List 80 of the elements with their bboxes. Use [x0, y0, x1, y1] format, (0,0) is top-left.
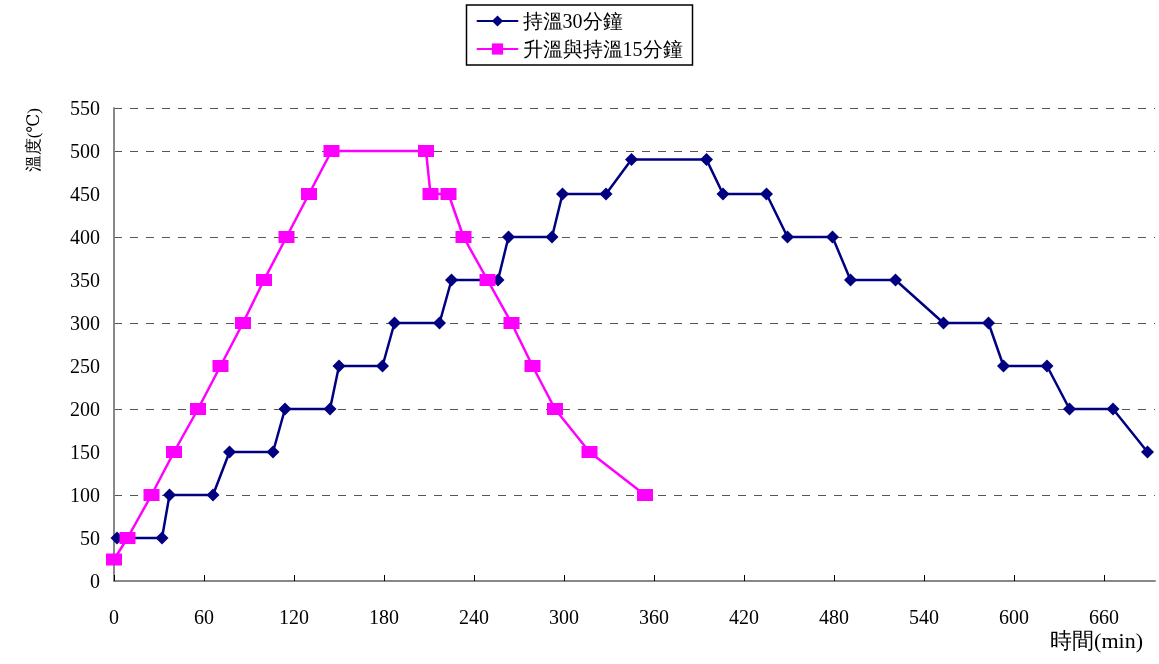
point — [376, 359, 389, 373]
point — [119, 532, 136, 544]
y-tick-label: 550 — [70, 97, 100, 119]
point — [1063, 402, 1076, 416]
point — [479, 274, 496, 286]
point — [332, 359, 346, 373]
point — [190, 403, 206, 415]
y-tick-label: 150 — [70, 441, 100, 463]
point — [422, 188, 439, 200]
point — [1141, 445, 1154, 459]
point — [278, 231, 295, 243]
point — [418, 145, 434, 157]
point — [700, 153, 713, 167]
point — [1040, 359, 1054, 373]
point — [278, 402, 292, 416]
y-axis-title: 溫度(℃) — [24, 108, 43, 173]
x-tick-label: 120 — [279, 606, 309, 628]
point — [301, 188, 317, 200]
point — [440, 188, 457, 200]
point — [166, 446, 182, 458]
point — [997, 359, 1010, 373]
point — [455, 231, 472, 243]
point — [599, 187, 613, 201]
point — [143, 489, 160, 501]
point — [323, 145, 340, 157]
point — [155, 531, 169, 545]
legend-label: 升溫與持溫15分鐘 — [522, 38, 683, 60]
point — [760, 187, 773, 201]
legend-label: 持溫30分鐘 — [522, 10, 623, 32]
point — [266, 445, 280, 459]
point — [163, 488, 176, 502]
point — [982, 316, 995, 330]
point — [223, 445, 236, 459]
x-tick-label: 540 — [909, 606, 939, 628]
x-tick-label: 240 — [459, 606, 489, 628]
y-tick-label: 50 — [80, 527, 100, 549]
point — [524, 360, 541, 372]
y-tick-label: 100 — [70, 484, 100, 506]
x-tick-label: 60 — [194, 606, 214, 628]
point — [781, 230, 794, 244]
point — [235, 317, 251, 329]
point — [716, 187, 730, 201]
point — [625, 153, 638, 167]
x-tick-label: 180 — [369, 606, 399, 628]
point — [844, 273, 857, 287]
point — [581, 446, 598, 458]
y-tick-label: 400 — [70, 226, 100, 248]
y-tick-label: 450 — [70, 183, 100, 205]
point — [433, 316, 446, 330]
x-tick-label: 360 — [639, 606, 669, 628]
x-tick-label: 420 — [729, 606, 759, 628]
y-tick-label: 200 — [70, 398, 100, 420]
point — [256, 274, 272, 286]
y-tick-label: 500 — [70, 140, 100, 162]
point — [445, 273, 458, 287]
point — [388, 316, 401, 330]
y-tick-label: 0 — [90, 570, 100, 592]
point — [545, 230, 559, 244]
x-tick-label: 300 — [549, 606, 579, 628]
point — [503, 317, 520, 329]
x-axis-title: 時間(min) — [1050, 627, 1143, 653]
point — [502, 230, 515, 244]
point — [556, 187, 569, 201]
point — [547, 403, 563, 415]
point — [826, 230, 839, 244]
point — [937, 316, 950, 330]
point — [1106, 402, 1120, 416]
x-tick-label: 0 — [109, 606, 119, 628]
y-tick-label: 350 — [70, 269, 100, 291]
point — [323, 402, 337, 416]
point — [889, 273, 902, 287]
point — [106, 553, 122, 566]
point — [637, 489, 653, 501]
x-tick-label: 480 — [819, 606, 849, 628]
y-tick-label: 250 — [70, 355, 100, 377]
x-tick-label: 660 — [1089, 606, 1119, 628]
x-tick-label: 600 — [999, 606, 1029, 628]
point — [206, 488, 220, 502]
point — [212, 360, 229, 372]
y-tick-label: 300 — [70, 312, 100, 334]
